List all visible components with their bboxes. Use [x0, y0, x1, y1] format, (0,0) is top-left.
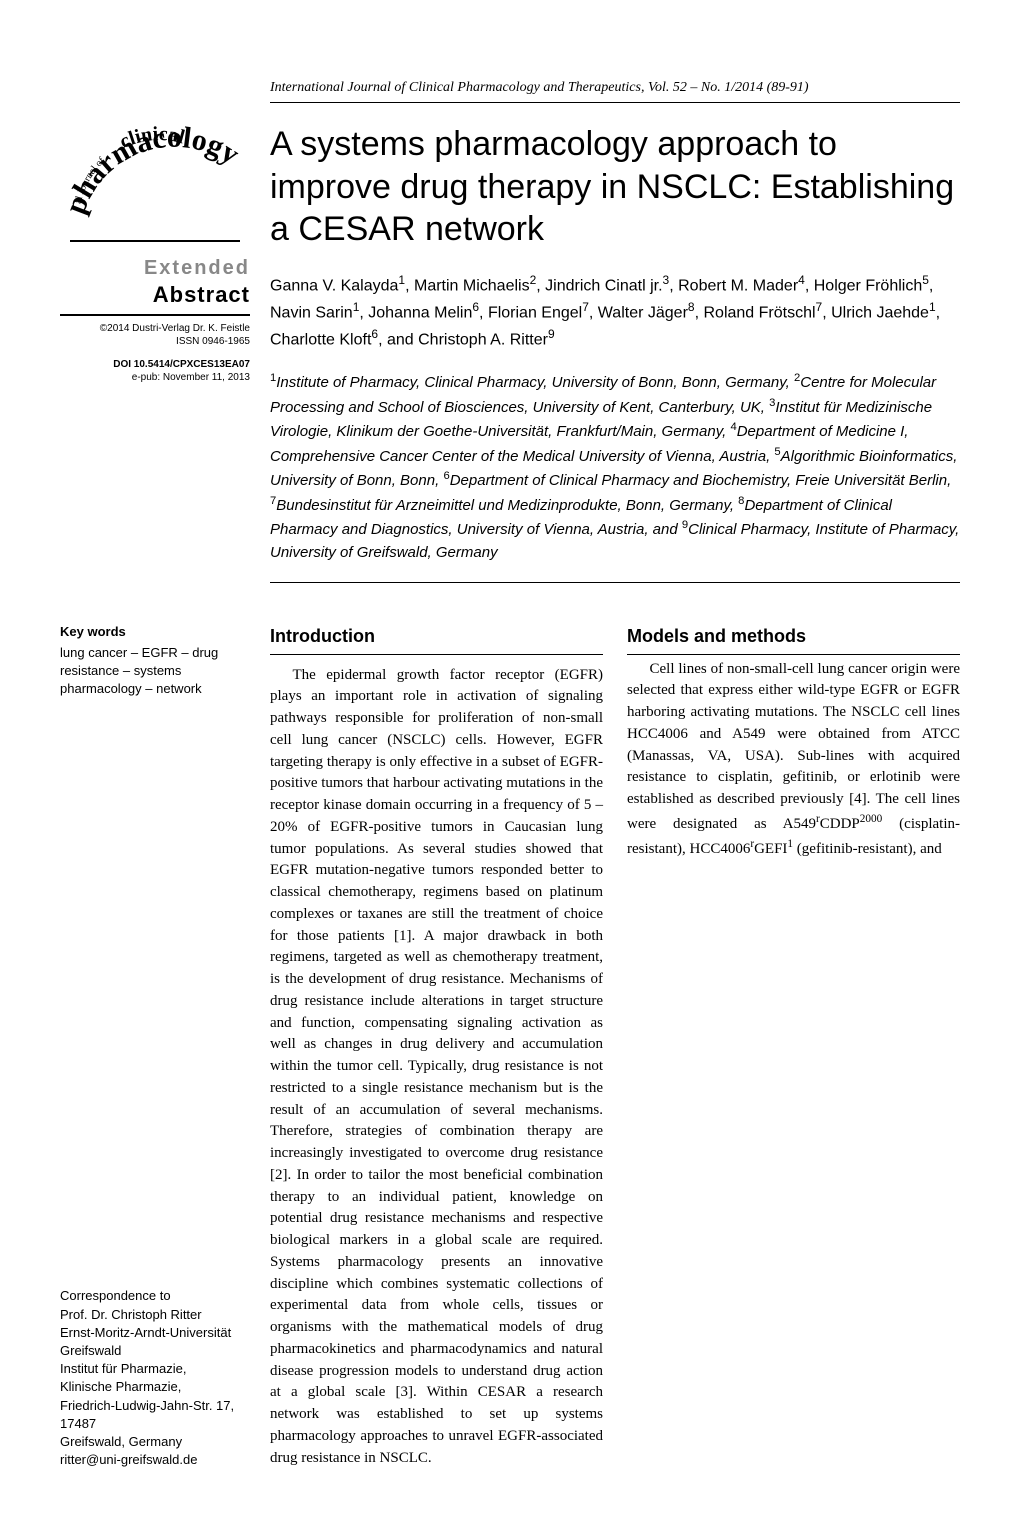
svg-text:pharmacology: pharmacology — [60, 123, 245, 218]
header-block: al Journal of clinical pharmacology Exte… — [60, 123, 960, 583]
affiliation-list: 1Institute of Pharmacy, Clinical Pharmac… — [270, 370, 960, 583]
issn-line: ISSN 0946-1965 — [60, 335, 250, 348]
logo-extended-label: Extended — [60, 257, 250, 280]
copyright-line: ©2014 Dustri-Verlag Dr. K. Feistle — [60, 322, 250, 335]
logo-column: al Journal of clinical pharmacology Exte… — [60, 123, 250, 583]
logo-abstract-label: Abstract — [60, 282, 250, 316]
title-column: A systems pharmacology approach to impro… — [270, 123, 960, 583]
copyright-block: ©2014 Dustri-Verlag Dr. K. Feistle ISSN … — [60, 322, 250, 348]
journal-page: International Journal of Clinical Pharma… — [0, 0, 1020, 1529]
methods-section: Models and methods Cell lines of non-sma… — [627, 623, 960, 860]
journal-logo: al Journal of clinical pharmacology — [60, 123, 250, 263]
keywords-body: lung cancer – EGFR – drug resistance – s… — [60, 644, 250, 699]
correspondence-heading: Correspondence to — [60, 1287, 250, 1305]
doi-block: DOI 10.5414/CPXCES13EA07 e-pub: November… — [60, 358, 250, 384]
article-title: A systems pharmacology approach to impro… — [270, 123, 960, 251]
correspondence-block: Correspondence to Prof. Dr. Christoph Ri… — [60, 1287, 250, 1469]
methods-paragraph: Cell lines of non-small-cell lung cancer… — [627, 659, 960, 861]
doi-line: DOI 10.5414/CPXCES13EA07 — [60, 358, 250, 371]
journal-logo-icon: al Journal of clinical pharmacology — [60, 123, 250, 263]
keywords-heading: Key words — [60, 623, 250, 641]
side-column: Key words lung cancer – EGFR – drug resi… — [60, 623, 250, 1469]
methods-heading: Models and methods — [627, 623, 960, 654]
epub-line: e-pub: November 11, 2013 — [60, 371, 250, 384]
body-text: Introduction The epidermal growth factor… — [270, 623, 960, 1469]
body-block: Key words lung cancer – EGFR – drug resi… — [60, 623, 960, 1469]
correspondence-lines: Prof. Dr. Christoph RitterErnst-Moritz-A… — [60, 1306, 250, 1470]
author-list: Ganna V. Kalayda1, Martin Michaelis2, Ji… — [270, 271, 960, 353]
keywords-block: Key words lung cancer – EGFR – drug resi… — [60, 623, 250, 698]
running-head: International Journal of Clinical Pharma… — [270, 80, 960, 103]
introduction-section: Introduction The epidermal growth factor… — [270, 623, 603, 1469]
introduction-paragraph: The epidermal growth factor receptor (EG… — [270, 665, 603, 1470]
introduction-heading: Introduction — [270, 623, 603, 654]
